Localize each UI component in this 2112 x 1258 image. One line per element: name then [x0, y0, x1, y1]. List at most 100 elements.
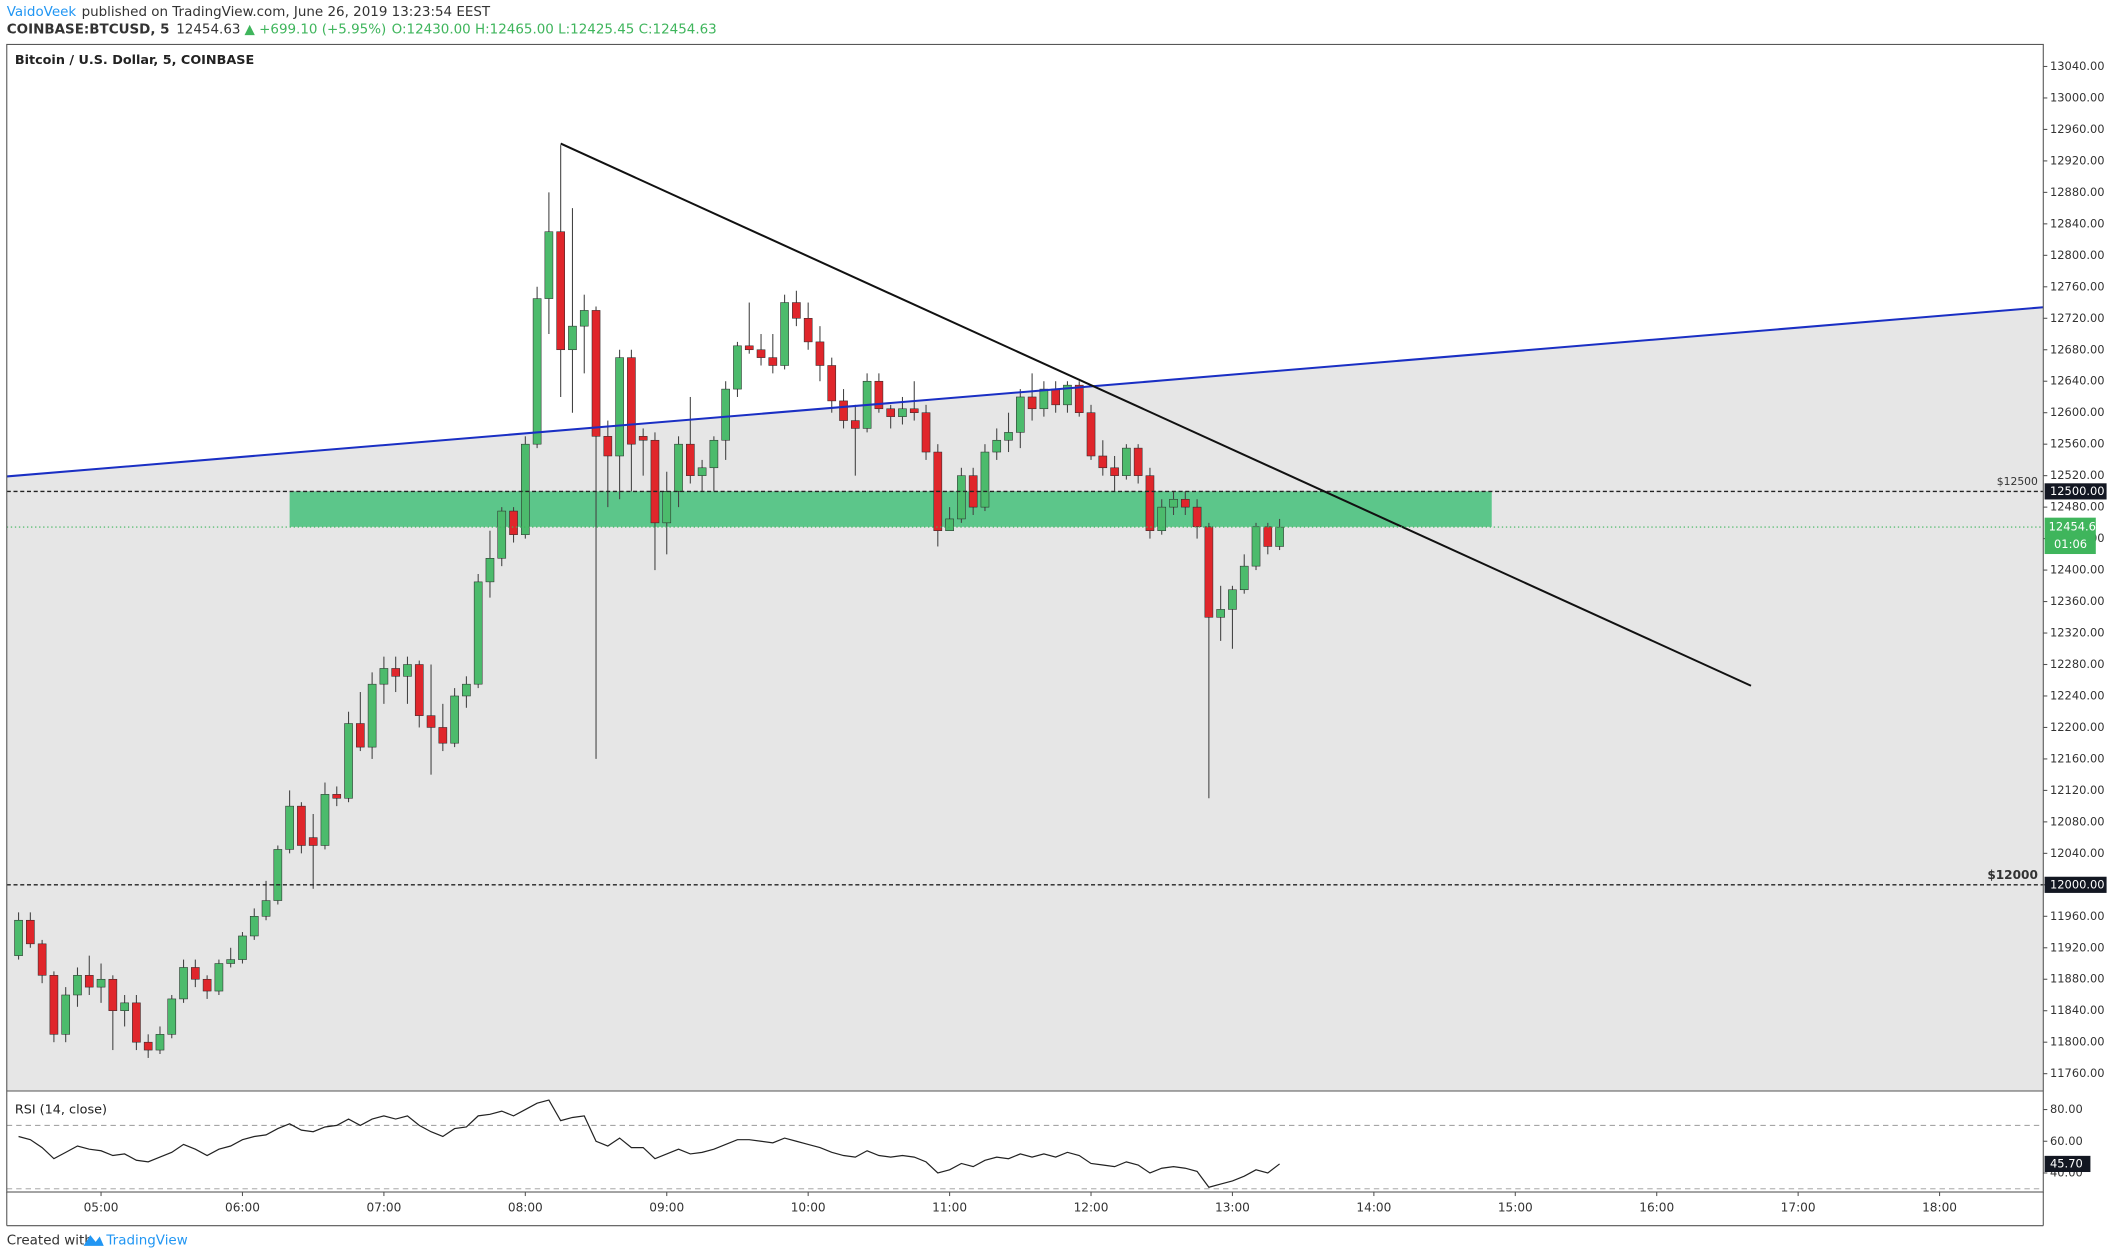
candle-body	[332, 794, 342, 799]
candle-body	[108, 978, 118, 1011]
footer: Created with	[7, 1233, 93, 1248]
candle-body	[462, 683, 471, 697]
candle-body	[579, 310, 589, 327]
candle-body	[1027, 396, 1037, 410]
x-tick-label: 08:00	[508, 1201, 543, 1215]
candle-body	[1157, 506, 1167, 532]
candle-body	[591, 310, 601, 437]
level-annotation: $12000	[1987, 868, 2038, 882]
candle-body	[815, 341, 825, 366]
candle-body	[261, 900, 271, 917]
level-price-label: 12000.00	[2050, 877, 2105, 891]
candle-body	[1251, 526, 1261, 567]
y-tick-label: 12800.00	[2050, 248, 2105, 262]
candle-body	[803, 318, 813, 343]
candle-body	[1239, 565, 1249, 591]
support-zone	[289, 491, 1492, 527]
y-tick-label: 12120.00	[2050, 783, 2105, 797]
y-tick-label: 12560.00	[2050, 437, 2105, 451]
candle-body	[1015, 396, 1025, 433]
candle-body	[143, 1041, 153, 1051]
brand[interactable]: TradingView	[105, 1233, 187, 1248]
candle-body	[980, 451, 990, 508]
candle-body	[356, 723, 365, 748]
y-tick-label: 12240.00	[2050, 688, 2105, 702]
candle-body	[1169, 498, 1178, 508]
y-tick-label: 12520.00	[2050, 468, 2105, 482]
candle-body	[84, 975, 94, 988]
x-tick-label: 15:00	[1498, 1201, 1533, 1215]
y-tick-label: 12080.00	[2050, 814, 2105, 828]
rsi-y-tick-label: 80.00	[2050, 1102, 2083, 1116]
price: 12454.63	[176, 23, 240, 38]
candle-body	[674, 443, 683, 492]
candle-body	[273, 849, 283, 901]
y-tick-label: 12760.00	[2050, 279, 2105, 293]
candle-body	[839, 400, 848, 421]
x-tick-label: 10:00	[791, 1201, 826, 1215]
candle-body	[898, 408, 907, 417]
candle-body	[344, 723, 353, 799]
candle-body	[1110, 467, 1119, 476]
candle-body	[249, 916, 259, 937]
candle-body	[851, 420, 860, 429]
change: ▲ +699.10 (+5.95%)	[244, 23, 386, 38]
published: published on TradingView.com, June 26, 2…	[82, 5, 491, 20]
candle-body	[96, 978, 106, 988]
candle-body	[1228, 589, 1237, 610]
y-tick-label: 11880.00	[2050, 972, 2105, 986]
candle-body	[497, 510, 507, 559]
candle-body	[992, 439, 1002, 453]
candle-body	[473, 581, 483, 685]
x-tick-label: 12:00	[1074, 1201, 1109, 1215]
candle-body	[73, 975, 82, 996]
candle-body	[179, 967, 188, 1000]
y-tick-label: 13040.00	[2050, 59, 2105, 73]
x-tick-label: 18:00	[1922, 1201, 1957, 1215]
candle-body	[1145, 475, 1155, 532]
y-tick-label: 11760.00	[2050, 1066, 2105, 1080]
y-tick-label: 12600.00	[2050, 405, 2105, 419]
candle-body	[61, 994, 71, 1035]
candle-body	[1204, 526, 1214, 618]
x-tick-label: 05:00	[84, 1201, 119, 1215]
candle-body	[167, 998, 177, 1035]
author[interactable]: VaidoVeek	[7, 5, 77, 20]
level-price-box	[2044, 483, 2107, 500]
candle-body	[1004, 432, 1013, 441]
countdown-label: 01:06	[2054, 537, 2087, 551]
candle-body	[379, 668, 389, 685]
candle-body	[1122, 447, 1131, 476]
last-price-box	[2044, 517, 2096, 555]
candle-body	[1180, 498, 1190, 508]
level-price-label: 12500.00	[2050, 484, 2105, 498]
candle-body	[945, 518, 954, 532]
candle-body	[780, 302, 789, 366]
candle-body	[521, 443, 530, 535]
candle-body	[662, 491, 672, 524]
plot-base: 11760.00 11800.00 11840.00 11880.00 11920.00…	[6, 59, 2105, 1215]
candle-body	[450, 695, 459, 744]
candle-body	[650, 439, 660, 524]
candle-body	[238, 935, 247, 960]
y-tick-label: 12720.00	[2050, 311, 2105, 325]
candle-body	[1133, 447, 1143, 476]
candle-body	[49, 975, 59, 1035]
plot-frame	[6, 43, 2044, 1193]
y-tick-label: 12920.00	[2050, 153, 2105, 167]
candle-body	[485, 558, 495, 583]
candle-body	[1098, 455, 1108, 469]
rsi-line	[18, 1099, 1280, 1188]
candle-body	[1063, 384, 1072, 406]
last-price-label: 12454.63	[2049, 520, 2104, 534]
overlay: $12500 12500.00 $12000 12000.00 45.70 12454.6…	[6, 142, 2107, 1173]
rsi-last-label: 45.70	[2050, 1156, 2083, 1170]
rsi-y-tick-label: 60.00	[2050, 1134, 2083, 1148]
candle-body	[957, 475, 966, 520]
x-tick-label: 16:00	[1639, 1201, 1674, 1215]
candle-body	[37, 943, 47, 976]
candle-body	[733, 345, 742, 390]
y-tick-label: 12840.00	[2050, 216, 2105, 230]
candle-body	[202, 978, 212, 992]
y-tick-label: 12280.00	[2050, 657, 2105, 671]
